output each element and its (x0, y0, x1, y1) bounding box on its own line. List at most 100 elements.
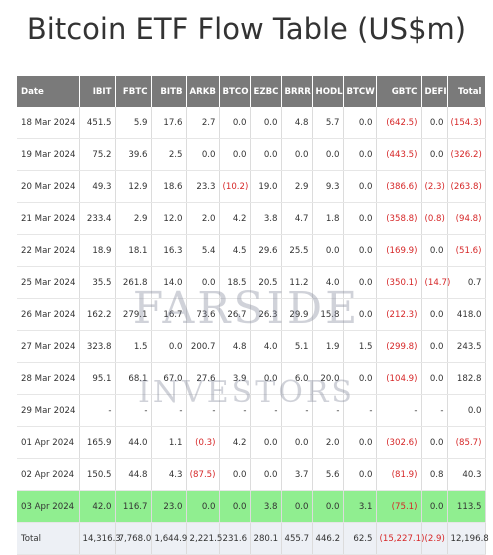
cell-fbtc: 1.5 (115, 330, 152, 363)
row-date: 22 Mar 2024 (17, 234, 80, 267)
cell-arkb: 27.6 (186, 362, 220, 395)
cell-fbtc: 39.6 (115, 138, 152, 171)
cell-hodl: 15.8 (312, 298, 344, 331)
cell-arkb: - (186, 394, 220, 427)
column-header-fbtc: FBTC (115, 76, 152, 107)
cell-brrr: - (281, 394, 313, 427)
cell-defi: (2.3) (421, 170, 448, 203)
cell-ezbc: 280.1 (250, 522, 282, 555)
cell-btcw: 0.0 (343, 234, 377, 267)
cell-gbtc: (15,227.1) (376, 522, 424, 555)
cell-gbtc: (386.6) (376, 170, 422, 203)
cell-ibit: 162.2 (79, 298, 116, 331)
cell-defi: (14.7) (421, 266, 450, 299)
cell-brrr: 6.0 (281, 362, 313, 395)
cell-btco: 0.0 (219, 490, 251, 523)
cell-total: (263.8) (447, 170, 486, 203)
cell-ibit: 42.0 (79, 490, 116, 523)
cell-hodl: 20.0 (312, 362, 344, 395)
cell-ezbc: - (250, 394, 282, 427)
column-header-gbtc: GBTC (376, 76, 422, 107)
cell-bitb: 12.0 (151, 202, 187, 235)
cell-btco: 3.9 (219, 362, 251, 395)
cell-btcw: 0.0 (343, 138, 377, 171)
row-date: 27 Mar 2024 (17, 330, 80, 363)
cell-ibit: 49.3 (79, 170, 116, 203)
cell-ibit: 233.4 (79, 202, 116, 235)
cell-bitb: 16.7 (151, 298, 187, 331)
row-date: 29 Mar 2024 (17, 394, 80, 427)
cell-ibit: 75.2 (79, 138, 116, 171)
cell-ezbc: 0.0 (250, 362, 282, 395)
row-date: 02 Apr 2024 (17, 458, 80, 491)
cell-ibit: 451.5 (79, 107, 116, 139)
total-row: Total 14,316.3 7,768.0 1,644.9 2,221.5 231.6 2… (17, 522, 489, 555)
cell-ibit: 14,316.3 (79, 522, 121, 555)
cell-hodl: - (312, 394, 344, 427)
cell-btco: 0.0 (219, 138, 251, 171)
cell-brrr: 455.7 (281, 522, 313, 555)
cell-btcw: - (343, 394, 377, 427)
cell-gbtc: (642.5) (376, 107, 422, 139)
cell-bitb: 0.0 (151, 330, 187, 363)
cell-defi: 0.0 (421, 107, 448, 139)
cell-fbtc: 279.1 (115, 298, 152, 331)
cell-btco: 231.6 (219, 522, 251, 555)
cell-arkb: (87.5) (186, 458, 220, 491)
cell-defi: (2.9) (421, 522, 448, 555)
cell-total: (85.7) (447, 426, 486, 459)
cell-btco: - (219, 394, 251, 427)
cell-arkb: 2,221.5 (186, 522, 222, 555)
cell-hodl: 1.9 (312, 330, 344, 363)
column-header-ibit: IBIT (79, 76, 116, 107)
cell-ezbc: 0.0 (250, 426, 282, 459)
cell-bitb: 16.3 (151, 234, 187, 267)
cell-arkb: 2.0 (186, 202, 220, 235)
cell-btcw: 0.0 (343, 298, 377, 331)
cell-hodl: 5.7 (312, 107, 344, 139)
cell-hodl: 1.8 (312, 202, 344, 235)
cell-hodl: 0.0 (312, 234, 344, 267)
cell-total: 0.0 (447, 394, 486, 427)
cell-fbtc: 18.1 (115, 234, 152, 267)
cell-fbtc: 116.7 (115, 490, 152, 523)
cell-gbtc: (302.6) (376, 426, 422, 459)
cell-gbtc: (104.9) (376, 362, 422, 395)
row-date: 26 Mar 2024 (17, 298, 80, 331)
cell-btco: 0.0 (219, 107, 251, 139)
cell-gbtc: (169.9) (376, 234, 422, 267)
row-date: 28 Mar 2024 (17, 362, 80, 395)
cell-ezbc: 0.0 (250, 138, 282, 171)
cell-ibit: 150.5 (79, 458, 116, 491)
cell-arkb: 0.0 (186, 490, 220, 523)
cell-fbtc: 5.9 (115, 107, 152, 139)
etf-flow-table-container: Date IBIT FBTC BITB ARKB BTCO EZBC BRRR HODL BTCW… (17, 76, 489, 555)
cell-btco: 4.2 (219, 426, 251, 459)
cell-btcw: 1.5 (343, 330, 377, 363)
cell-arkb: 5.4 (186, 234, 220, 267)
cell-brrr: 25.5 (281, 234, 313, 267)
cell-defi: 0.0 (421, 234, 448, 267)
cell-bitb: 23.0 (151, 490, 187, 523)
cell-ezbc: 20.5 (250, 266, 282, 299)
cell-ezbc: 19.0 (250, 170, 282, 203)
cell-gbtc: (299.8) (376, 330, 422, 363)
row-date: Total (17, 522, 80, 555)
cell-brrr: 2.9 (281, 170, 313, 203)
cell-btcw: 0.0 (343, 170, 377, 203)
row-date: 20 Mar 2024 (17, 170, 80, 203)
row-date: 03 Apr 2024 (17, 490, 80, 523)
cell-ezbc: 29.6 (250, 234, 282, 267)
cell-gbtc: (358.8) (376, 202, 422, 235)
column-header-defi: DEFI (421, 76, 448, 107)
cell-bitb: 1.1 (151, 426, 187, 459)
cell-btco: 4.8 (219, 330, 251, 363)
row-date: 25 Mar 2024 (17, 266, 80, 299)
cell-defi: 0.0 (421, 138, 448, 171)
cell-hodl: 446.2 (312, 522, 344, 555)
cell-ezbc: 4.0 (250, 330, 282, 363)
column-header-arkb: ARKB (186, 76, 220, 107)
cell-btco: 26.7 (219, 298, 251, 331)
cell-fbtc: 261.8 (115, 266, 152, 299)
cell-gbtc: (212.3) (376, 298, 422, 331)
